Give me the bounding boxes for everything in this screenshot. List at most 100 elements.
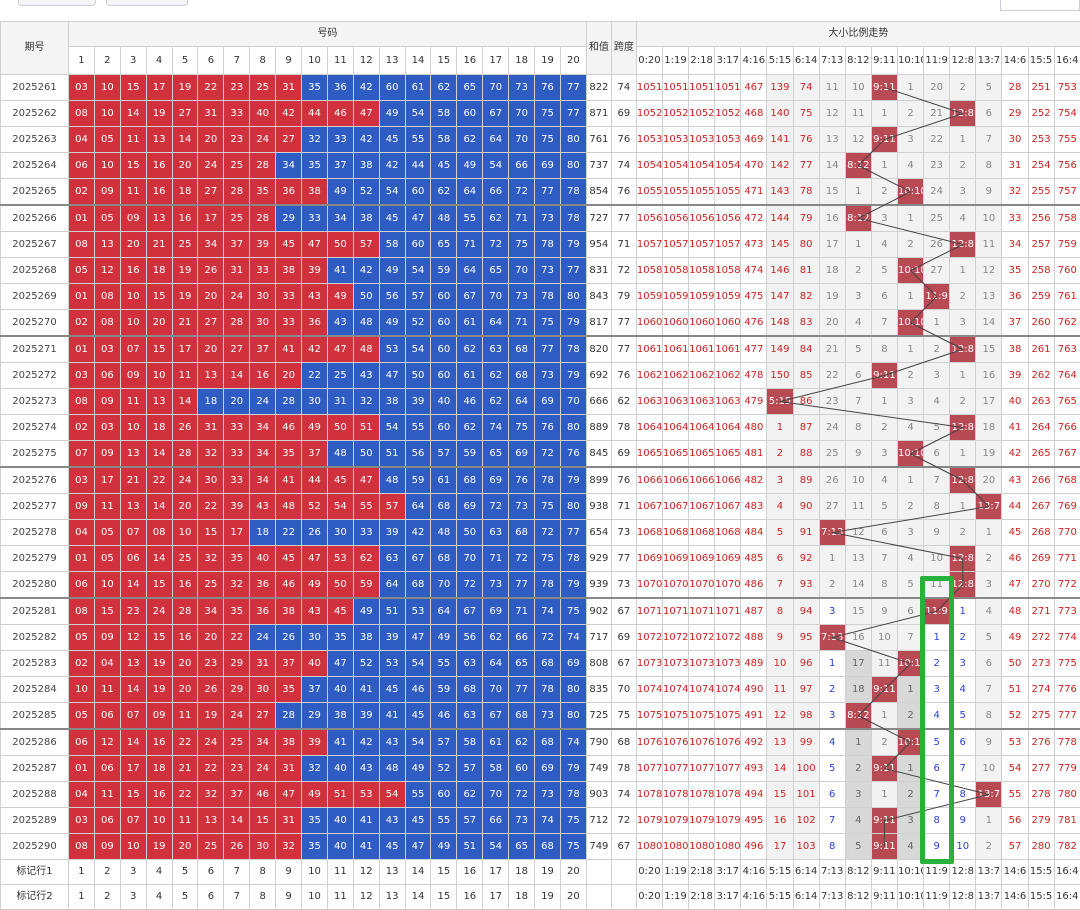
marker-number-cell[interactable]: 10 <box>302 885 328 910</box>
marker-ratio-cell[interactable]: 16:4 <box>1054 860 1080 885</box>
marker-number-cell[interactable]: 1 <box>69 885 95 910</box>
marker-ratio-cell[interactable]: 10:10 <box>897 885 923 910</box>
marker-number-cell[interactable]: 13 <box>379 860 405 885</box>
marker-number-cell[interactable]: 4 <box>146 860 172 885</box>
marker-ratio-cell[interactable]: 5:15 <box>767 885 793 910</box>
marker-ratio-cell[interactable]: 0:20 <box>636 860 662 885</box>
marker-number-cell[interactable]: 20 <box>560 885 586 910</box>
marker-ratio-cell[interactable]: 11:9 <box>924 860 950 885</box>
marker-number-cell[interactable]: 6 <box>198 885 224 910</box>
marker-ratio-cell[interactable]: 14:6 <box>1002 885 1028 910</box>
marker-ratio-cell[interactable]: 9:11 <box>871 860 897 885</box>
marker-ratio-cell[interactable]: 0:20 <box>636 885 662 910</box>
marker-number-cell[interactable]: 12 <box>353 860 379 885</box>
marker-number-cell[interactable]: 14 <box>405 860 431 885</box>
marker-ratio-cell[interactable]: 12:8 <box>950 860 976 885</box>
marker-ratio-cell[interactable]: 8:12 <box>845 885 871 910</box>
marker-ratio-cell[interactable]: 5:15 <box>767 860 793 885</box>
marker-ratio-cell[interactable]: 6:14 <box>793 885 819 910</box>
marker-ratio-cell[interactable]: 6:14 <box>793 860 819 885</box>
marker-number-cell[interactable]: 13 <box>379 885 405 910</box>
marker-number-cell[interactable]: 3 <box>120 885 146 910</box>
marker-ratio-cell[interactable]: 8:12 <box>845 860 871 885</box>
marker-ratio-cell[interactable]: 12:8 <box>950 885 976 910</box>
marker-number-cell[interactable]: 9 <box>276 860 302 885</box>
marker-number-cell[interactable]: 7 <box>224 885 250 910</box>
marker-ratio-cell[interactable]: 16:4 <box>1054 885 1080 910</box>
marker-ratio-cell[interactable]: 15:5 <box>1028 885 1054 910</box>
marker-number-cell[interactable]: 5 <box>172 885 198 910</box>
marker-number-cell[interactable]: 20 <box>560 860 586 885</box>
marker-ratio-cell[interactable]: 9:11 <box>871 885 897 910</box>
marker-number-cell[interactable]: 15 <box>431 860 457 885</box>
marker-ratio-cell[interactable]: 10:10 <box>897 860 923 885</box>
marker-ratio-cell[interactable]: 3:17 <box>715 860 741 885</box>
marker-number-cell[interactable]: 18 <box>509 885 535 910</box>
marker-number-cell[interactable]: 1 <box>69 860 95 885</box>
marker-number-cell[interactable]: 6 <box>198 860 224 885</box>
marker-number-cell[interactable]: 17 <box>483 885 509 910</box>
marker-number-cell[interactable]: 3 <box>120 860 146 885</box>
marker-number-cell[interactable]: 2 <box>94 885 120 910</box>
marker-ratio-cell[interactable]: 13:7 <box>976 885 1002 910</box>
marker-number-cell[interactable]: 14 <box>405 885 431 910</box>
marker-number-cell[interactable]: 17 <box>483 860 509 885</box>
marker-number-cell[interactable]: 9 <box>276 885 302 910</box>
marker-ratio-cell[interactable]: 7:13 <box>819 885 845 910</box>
marker-ratio-cell[interactable]: 1:19 <box>662 860 688 885</box>
marker-ratio-cell[interactable]: 2:18 <box>689 885 715 910</box>
marker-number-cell[interactable]: 5 <box>172 860 198 885</box>
marker-ratio-cell[interactable]: 3:17 <box>715 885 741 910</box>
marker-ratio-cell[interactable]: 1:19 <box>662 885 688 910</box>
marker-number-cell[interactable]: 11 <box>327 860 353 885</box>
marker-number-cell[interactable]: 19 <box>535 885 561 910</box>
marker-number-cell[interactable]: 12 <box>353 885 379 910</box>
marker-ratio-cell[interactable]: 4:16 <box>741 860 767 885</box>
top-button-left[interactable] <box>18 0 96 6</box>
marker-number-cell[interactable]: 10 <box>302 860 328 885</box>
top-button-right[interactable] <box>106 0 188 6</box>
marker-number-cell[interactable]: 7 <box>224 860 250 885</box>
marker-number-cell[interactable]: 8 <box>250 860 276 885</box>
marker-ratio-cell[interactable]: 2:18 <box>689 860 715 885</box>
marker-ratio-cell[interactable]: 14:6 <box>1002 860 1028 885</box>
marker-ratio-cell[interactable]: 15:5 <box>1028 860 1054 885</box>
marker-ratio-cell[interactable]: 13:7 <box>976 860 1002 885</box>
marker-number-cell[interactable]: 2 <box>94 860 120 885</box>
marker-number-cell[interactable]: 16 <box>457 885 483 910</box>
marker-ratio-cell[interactable]: 4:16 <box>741 885 767 910</box>
marker-number-cell[interactable]: 11 <box>327 885 353 910</box>
